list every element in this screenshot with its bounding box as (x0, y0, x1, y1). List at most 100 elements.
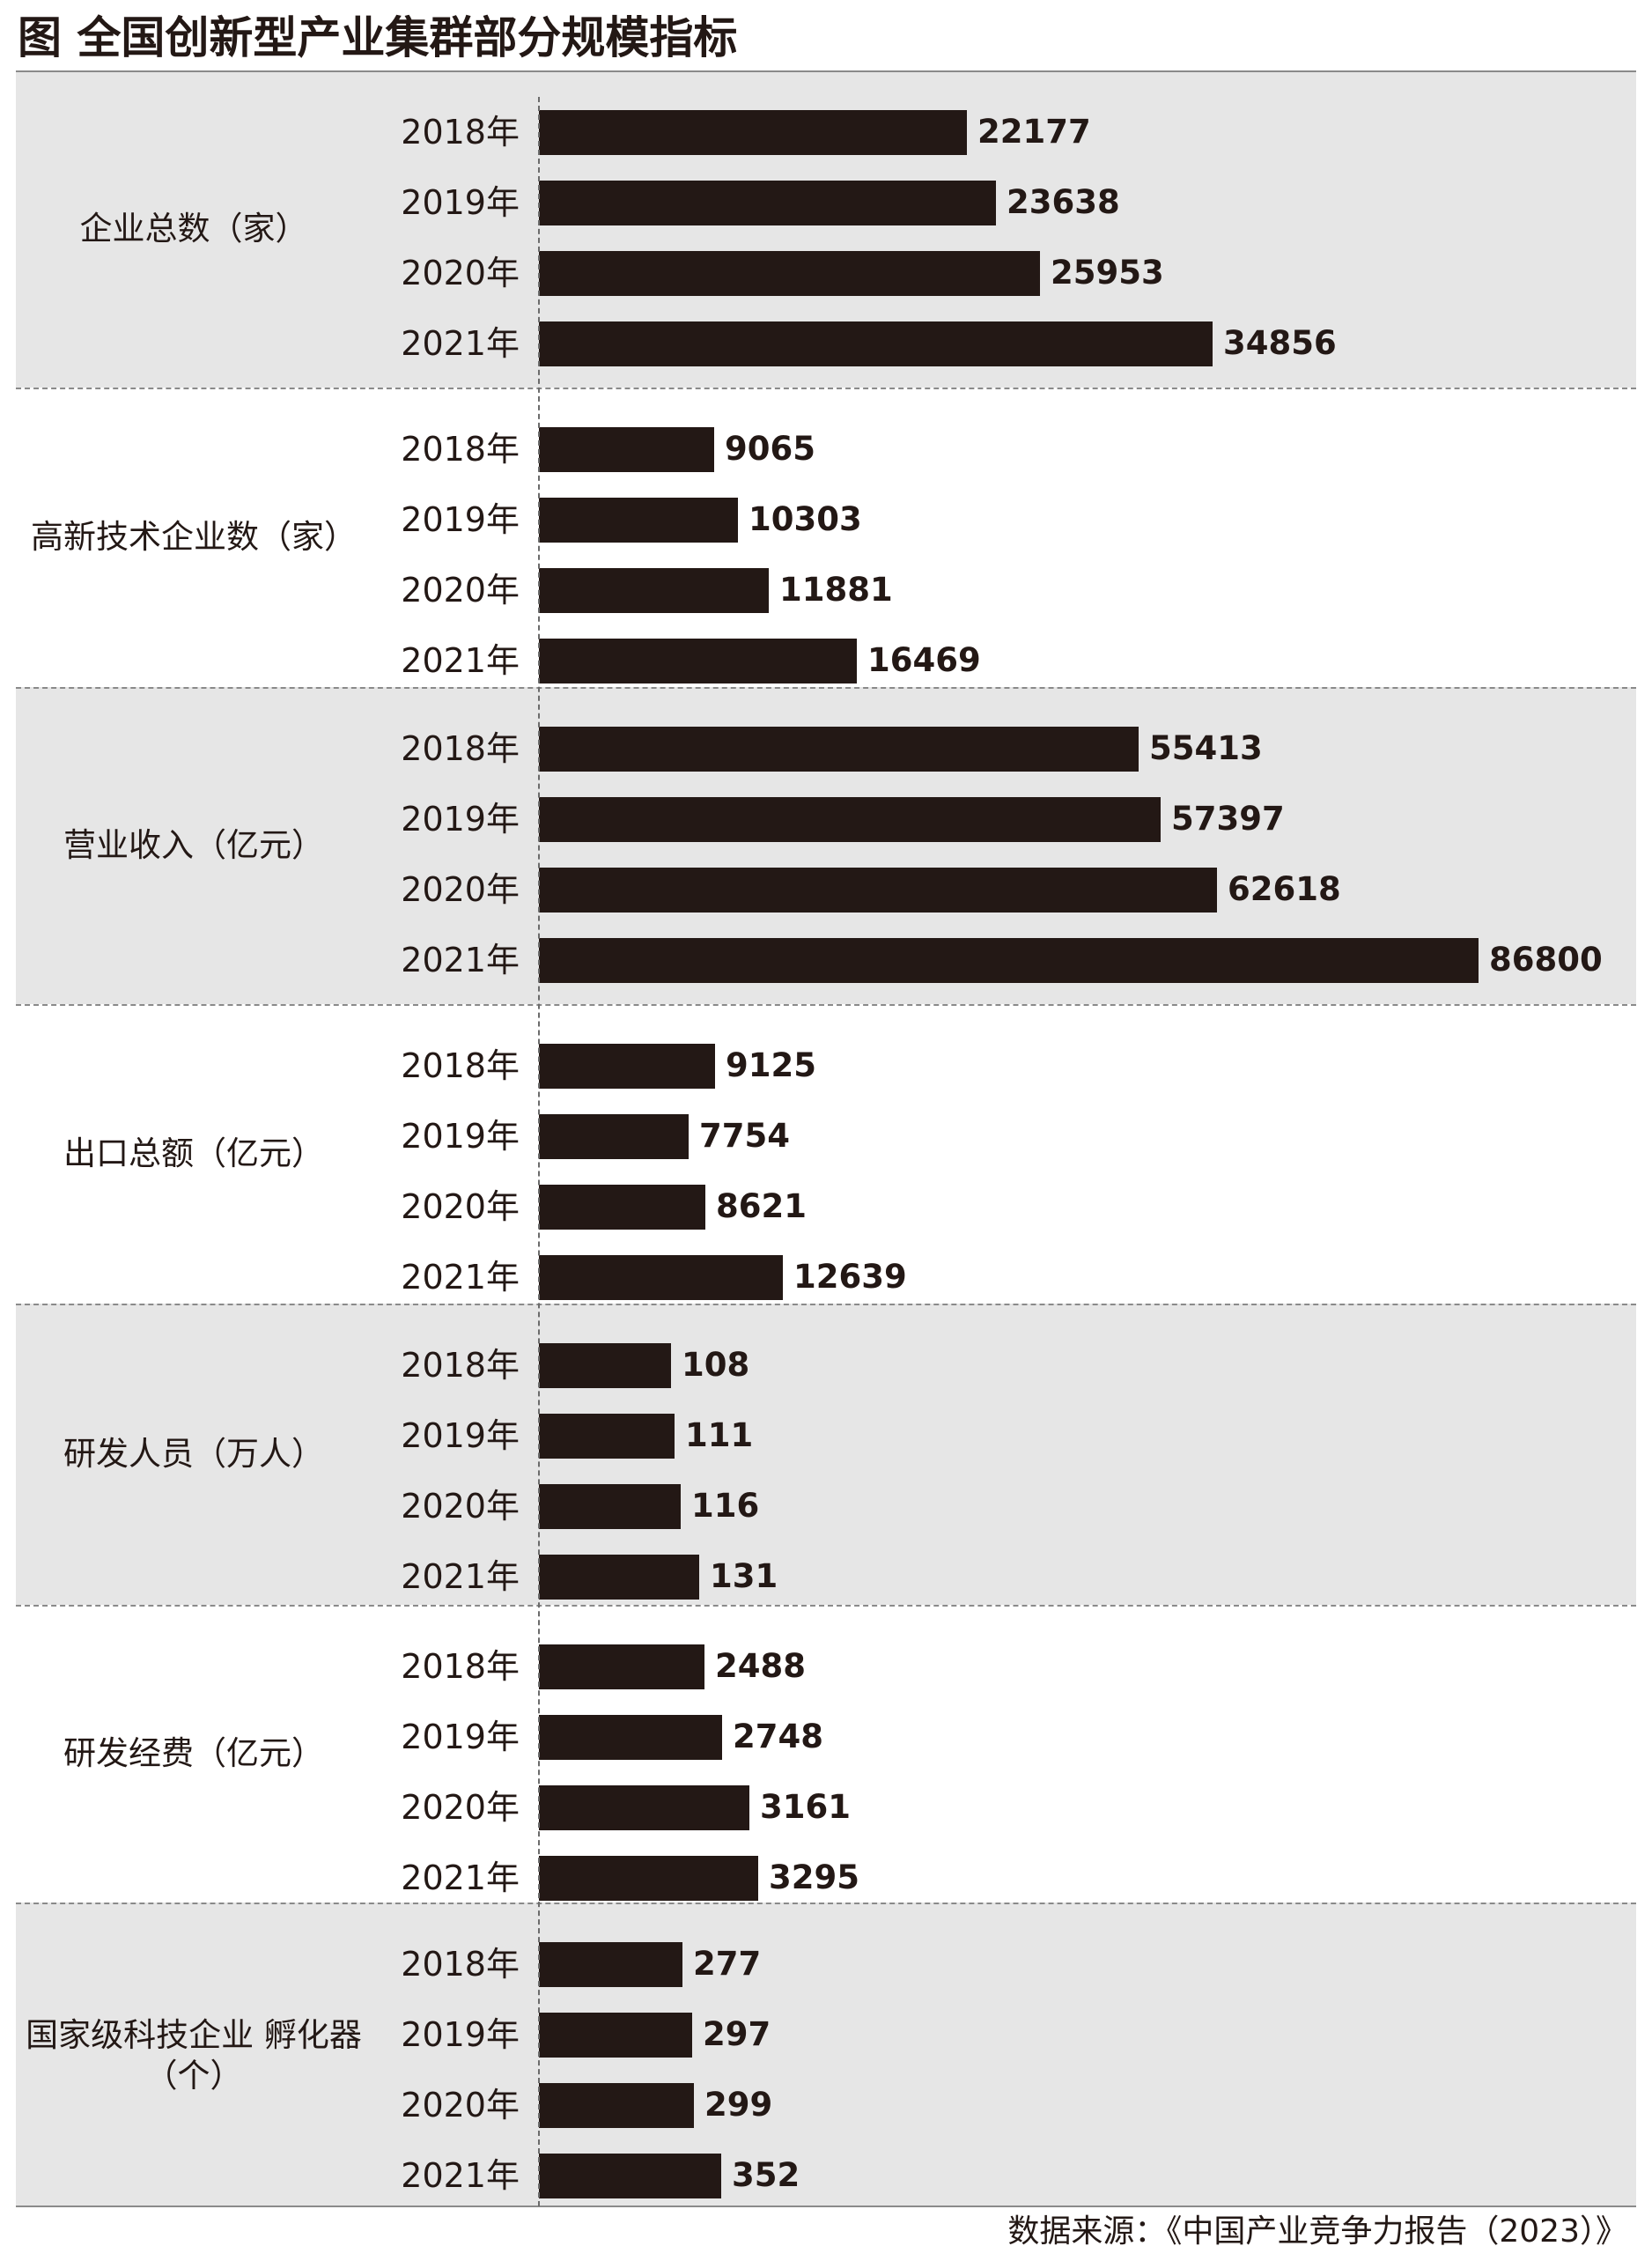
value-label: 111 (685, 1416, 754, 1454)
year-label: 2018年 (401, 113, 520, 151)
year-label: 2018年 (401, 430, 520, 469)
value-label: 108 (682, 1346, 750, 1384)
year-label: 2021年 (401, 2156, 520, 2195)
category-axis-line (538, 97, 540, 2206)
bar (539, 181, 996, 225)
value-label: 9125 (726, 1046, 816, 1084)
chart-bottom-divider (16, 2206, 1636, 2207)
group-label: 国家级科技企业 孵化器 （个） (18, 2015, 370, 2096)
group-divider (16, 70, 1636, 72)
value-label: 11881 (779, 571, 893, 609)
year-label: 2021年 (401, 1858, 520, 1897)
bar (539, 1942, 682, 1987)
group-divider (16, 1004, 1636, 1006)
year-label: 2019年 (401, 1117, 520, 1156)
group-divider (16, 687, 1636, 689)
value-label: 57397 (1171, 800, 1285, 838)
bar (539, 2013, 692, 2058)
value-label: 352 (732, 2156, 800, 2194)
group-divider (16, 388, 1636, 389)
year-label: 2018年 (401, 1046, 520, 1085)
value-label: 131 (710, 1557, 778, 1595)
group-divider (16, 1903, 1636, 1904)
source-note: 数据来源：《中国产业竞争力报告（2023）》 (1007, 2213, 1627, 2250)
year-label: 2021年 (401, 641, 520, 680)
bar (539, 1555, 699, 1600)
group-label: 营业收入（亿元） (63, 826, 324, 864)
value-label: 22177 (977, 113, 1091, 151)
year-label: 2020年 (401, 571, 520, 610)
bar (539, 938, 1479, 983)
year-label: 2021年 (401, 1258, 520, 1297)
bar (539, 2083, 694, 2128)
value-label: 86800 (1489, 941, 1603, 979)
value-label: 9065 (725, 430, 815, 468)
group-label-line: （个） (144, 2057, 243, 2095)
group-label-line: 国家级科技企业 孵化器 (26, 2016, 362, 2054)
group-band (16, 1304, 1636, 1605)
value-label: 277 (693, 1945, 762, 1983)
year-label: 2020年 (401, 1187, 520, 1226)
value-label: 297 (703, 2015, 771, 2053)
value-label: 34856 (1223, 324, 1337, 362)
value-label: 2488 (715, 1647, 806, 1685)
bar (539, 427, 714, 472)
bar (539, 321, 1213, 366)
value-label: 10303 (749, 500, 862, 538)
year-label: 2018年 (401, 1647, 520, 1686)
group-label: 企业总数（家） (79, 210, 308, 248)
value-label: 3295 (769, 1858, 859, 1896)
year-label: 2020年 (401, 1788, 520, 1827)
year-label: 2020年 (401, 1487, 520, 1526)
year-label: 2018年 (401, 1346, 520, 1385)
bar (539, 1114, 689, 1159)
bar (539, 498, 738, 543)
bar (539, 1044, 715, 1089)
year-label: 2019年 (401, 500, 520, 539)
bar (539, 1856, 758, 1901)
bar (539, 1343, 671, 1388)
bar (539, 1414, 675, 1459)
bar (539, 568, 769, 613)
bar (539, 1715, 722, 1760)
year-label: 2019年 (401, 1718, 520, 1756)
year-label: 2020年 (401, 870, 520, 909)
bar (539, 1255, 783, 1300)
bar (539, 251, 1040, 296)
group-label: 研发经费（亿元） (63, 1734, 324, 1772)
year-label: 2021年 (401, 324, 520, 363)
group-divider (16, 1304, 1636, 1305)
year-label: 2019年 (401, 1416, 520, 1455)
bar (539, 797, 1161, 842)
year-label: 2019年 (401, 2015, 520, 2054)
year-label: 2018年 (401, 729, 520, 768)
group-label: 研发人员（万人） (63, 1435, 324, 1473)
group-label: 出口总额（亿元） (63, 1134, 324, 1172)
value-label: 3161 (760, 1788, 851, 1826)
value-label: 299 (704, 2086, 773, 2124)
year-label: 2021年 (401, 941, 520, 979)
group-label: 高新技术企业数（家） (31, 518, 357, 556)
year-label: 2018年 (401, 1945, 520, 1984)
bar (539, 1644, 704, 1689)
year-label: 2021年 (401, 1557, 520, 1596)
bar (539, 1785, 749, 1830)
bar (539, 1484, 681, 1529)
value-label: 62618 (1228, 870, 1341, 908)
bar (539, 727, 1139, 772)
value-label: 25953 (1051, 254, 1164, 292)
bar (539, 110, 967, 155)
year-label: 2020年 (401, 254, 520, 292)
year-label: 2020年 (401, 2086, 520, 2124)
value-label: 7754 (699, 1117, 790, 1155)
bar (539, 1185, 705, 1230)
year-label: 2019年 (401, 183, 520, 222)
chart-title: 图 全国创新型产业集群部分规模指标 (18, 12, 738, 63)
value-label: 16469 (867, 641, 981, 679)
bar (539, 868, 1217, 913)
value-label: 55413 (1149, 729, 1263, 767)
bar (539, 2154, 721, 2198)
group-divider (16, 1605, 1636, 1607)
group-band (16, 1903, 1636, 2206)
